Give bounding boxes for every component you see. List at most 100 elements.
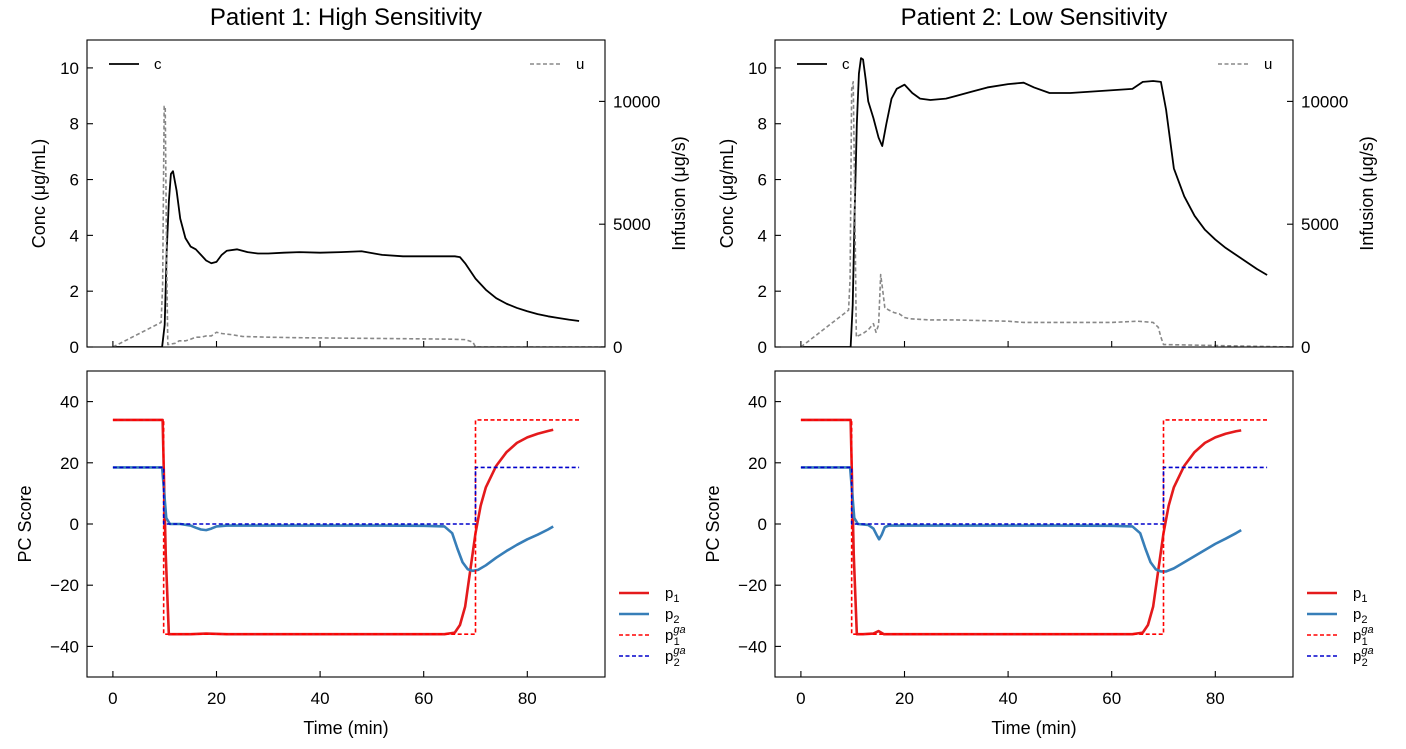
legend-label-c: c [842,56,850,73]
legend-sub: 1 [674,636,680,648]
panel-p2-top: Patient 2: Low Sensitivity 0 2 4 6 8 10 0 5000 10… [717,4,1377,357]
y-tick-label: 0 [758,515,767,534]
legend-label-2: pga 1 [1353,624,1374,648]
legend-base: p [665,648,673,665]
legend-sub: 1 [1361,593,1367,605]
y-tick-label: 2 [70,282,79,301]
series-line-p2_ga [800,466,1268,525]
x-tick-label: 0 [108,689,117,708]
y-tick-label: 6 [758,171,767,190]
legend-sub: 2 [1361,614,1367,626]
legend-label-c: c [154,56,162,73]
axes-frame [774,39,1294,348]
y-tick-label: 8 [70,115,79,134]
y-axis-label: PC Score [703,485,723,562]
x-tick-label: 20 [207,689,226,708]
legend-sub: 1 [673,593,679,605]
axes-frame [86,39,606,348]
y2-axis-label: Infusion (μg/s) [669,136,689,250]
legend-base: p [665,585,673,602]
legend-base: p [1353,627,1361,644]
legend-sub: 1 [1362,636,1368,648]
series-line-p2_ga [112,466,580,525]
x-tick-label: 80 [1206,689,1225,708]
legend-base: p [1353,648,1361,665]
legend-label-2: pga 1 [665,624,686,648]
y-tick-label: 4 [758,226,767,245]
y2-tick-label: 10000 [1301,92,1348,111]
y-tick-label: 0 [758,338,767,357]
y-tick-label: 10 [748,59,767,78]
y-tick-label: 6 [70,171,79,190]
legend-sub: 2 [674,657,680,669]
y-tick-label: 4 [70,226,79,245]
series-group [112,105,605,347]
legend-sup: ga [1361,645,1373,657]
series-line-u [800,80,1293,347]
chart-title: Patient 2: Low Sensitivity [901,4,1168,31]
y-tick-label: 20 [60,454,79,473]
y-tick-label: 2 [758,282,767,301]
x-tick-label: 20 [895,689,914,708]
y-axis-label: PC Score [15,485,35,562]
legend-label-1: p2 [665,606,679,626]
x-tick-label: 60 [1102,689,1121,708]
x-axis-label: Time (min) [991,718,1076,738]
y2-tick-label: 0 [613,338,622,357]
legend-base: p [665,627,673,644]
y-tick-label: 8 [758,115,767,134]
y2-tick-label: 5000 [613,215,651,234]
panel-p1-top: Patient 1: High Sensitivity 0 2 4 6 8 10 0 5000 1… [29,4,689,357]
x-axis-label: Time (min) [303,718,388,738]
series-line-c [112,170,580,347]
y-tick-label: −20 [738,576,767,595]
series-line-p1 [800,418,1242,636]
legend-label-3: pga 2 [1353,645,1374,669]
y2-tick-label: 5000 [1301,215,1339,234]
y-tick-label: 0 [70,338,79,357]
series-line-u [112,105,605,347]
series-line-c [800,57,1268,347]
legend-sub: 2 [1362,657,1368,669]
legend-sub: 2 [673,614,679,626]
legend-base: p [1353,606,1361,623]
y-tick-label: 10 [60,59,79,78]
x-tick-label: 60 [414,689,433,708]
series-line-p2 [112,466,554,573]
y-tick-label: 40 [748,393,767,412]
legend-label-u: u [1264,56,1272,73]
series-group [800,418,1268,636]
x-tick-label: 80 [518,689,537,708]
legend-base: p [1353,585,1361,602]
legend-label-0: p1 [665,585,679,605]
y-tick-label: 20 [748,454,767,473]
y2-tick-label: 0 [1301,338,1310,357]
series-line-p1_ga [112,419,580,635]
x-tick-label: 40 [999,689,1018,708]
series-line-p1 [112,418,554,636]
legend-sup: ga [1361,624,1373,636]
legend-label-u: u [576,56,584,73]
legend-label-3: pga 2 [665,645,686,669]
y-tick-label: −40 [50,637,79,656]
y-tick-label: 40 [60,393,79,412]
y2-tick-label: 10000 [613,92,660,111]
y-axis-label: Conc (μg/mL) [29,139,49,248]
series-group [800,57,1293,347]
y2-axis-label: Infusion (μg/s) [1357,136,1377,250]
legend-base: p [665,606,673,623]
legend-sup: ga [673,645,685,657]
y-axis-label: Conc (μg/mL) [717,139,737,248]
x-tick-label: 0 [796,689,805,708]
legend-label-0: p1 [1353,585,1367,605]
series-group [112,418,580,636]
y-tick-label: −40 [738,637,767,656]
y-tick-label: 0 [70,515,79,534]
series-line-p1_ga [800,419,1268,635]
y-tick-label: −20 [50,576,79,595]
series-line-p2 [800,466,1242,573]
